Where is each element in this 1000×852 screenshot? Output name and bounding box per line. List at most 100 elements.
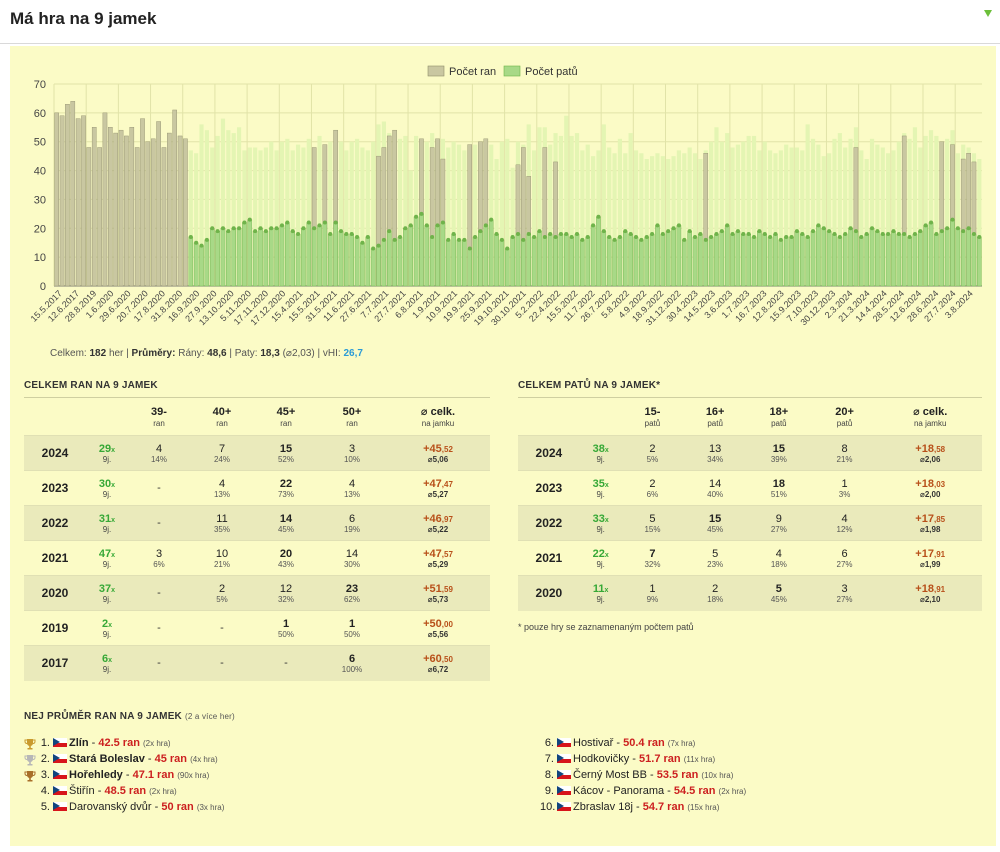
bucket-percent: 32% [644,559,661,569]
bucket-cell: 5 23% [683,540,747,576]
total-bar [778,150,783,286]
bucket-percent: 45% [707,524,724,534]
putts-point [607,234,612,239]
table-header-cell: 18+ patů [747,397,811,436]
putts-bar [408,225,414,287]
total-bar [569,135,574,286]
count-value: 31x [98,512,116,525]
count-unit: 9j. [596,524,605,534]
total-bar [928,130,934,286]
total-bar [945,138,950,286]
collapse-toggle-icon[interactable] [984,10,992,17]
putts-bar [821,228,827,287]
total-bar [735,144,741,286]
bucket-cell: 10 21% [190,540,254,576]
putts-bar [440,222,446,287]
putts-point [644,234,649,239]
total-bar [285,138,290,286]
putts-bar [928,222,934,287]
putts-point [827,229,832,234]
total-bar [886,153,891,286]
bucket-cell: - [128,610,190,646]
course-name[interactable]: Štiřín [69,785,95,797]
putts-bar [934,233,939,287]
total-bar [714,127,719,287]
games-chart: 0 10 20 30 40 50 60 70 15.5.2017 12.6.2017 28.8.20… [10,46,996,346]
putts-bar [322,222,328,287]
putts-point [258,226,263,231]
putts-point [231,226,236,231]
rank-position: 10. [540,801,556,813]
total-bar [628,133,633,286]
bucket-value: 1 [282,617,290,630]
putts-bar [681,239,687,287]
row-total: +18,91 ⌀2,10 [878,575,982,611]
putts-point [650,232,655,237]
rank-position: 6. [544,737,554,749]
shots-bar [129,127,135,287]
rank-position: 4. [40,785,50,797]
putts-bar [923,225,928,287]
header-label: ⌀ celk. [420,406,456,418]
course-name[interactable]: Kácov - Panorama [573,785,665,797]
total-bar [869,138,875,286]
putts-bar [864,233,869,287]
row-total: +47,57 ⌀5,29 [386,540,490,576]
total-bar [269,141,274,286]
total-bar [800,150,805,286]
putts-bar [370,248,376,287]
total-bar [215,135,220,286]
total-bar [746,135,751,286]
putts-bar [242,222,247,287]
putts-point [371,246,376,251]
course-name[interactable]: Hodkovičky [573,753,630,765]
total-bar [591,156,596,286]
table-header-cell [579,397,622,436]
course-name[interactable]: Černý Most BB [573,769,647,781]
putts-point [596,214,601,219]
bucket-percent: 14% [150,454,167,464]
putts-bar [692,236,698,287]
total-bar [236,127,242,287]
putts-point [660,232,665,237]
putts-bar [553,236,558,287]
bucket-cell: 20 43% [254,540,318,576]
course-game-count: (90x hra) [177,771,210,780]
course-name[interactable]: Stará Boleslav [69,753,145,765]
total-bar [188,150,193,286]
shots-bar [124,135,129,287]
table-row: 2023 35x 9j. 2 6% 14 40% 18 51% 1 3% +18,03 ⌀2,00 [518,470,982,506]
total-value: +45,52 [423,442,453,455]
putts-point [451,232,456,237]
putts-bar [617,236,623,287]
bucket-cell: 1 3% [810,470,879,506]
putts-point [880,232,885,237]
course-name[interactable]: Hořehledy [69,769,123,781]
putts-point [977,234,982,239]
y-tick-label: 70 [34,79,46,91]
bucket-cell: 15 52% [254,435,318,471]
course-score: 45 ran [154,753,188,765]
putts-bar [338,230,344,287]
total-bar [472,144,478,286]
putts-point [666,229,671,234]
course-name[interactable]: Darovanský dvůr [69,801,152,813]
bucket-percent: 50% [277,629,294,639]
avg-per-hole: ⌀1,98 [920,524,941,534]
bucket-cell: 2 5% [190,575,254,611]
putts-bar [741,233,746,287]
course-name[interactable]: Zlín [69,737,89,749]
putts-point [719,229,724,234]
course-name[interactable]: Hostivař [573,737,614,749]
count-value: 30x [98,477,116,490]
putts-point [553,234,558,239]
bucket-cell: 2 5% [621,435,684,471]
putts-bar [960,230,966,287]
putts-bar [494,233,499,287]
putts-point [473,234,478,239]
course-name[interactable]: Zbraslav 18j [573,801,633,813]
bucket-cell: 8 21% [810,435,879,471]
header-sub: ran [280,418,292,428]
total-bar [666,159,671,286]
course-score: 42.5 ran [98,737,140,749]
